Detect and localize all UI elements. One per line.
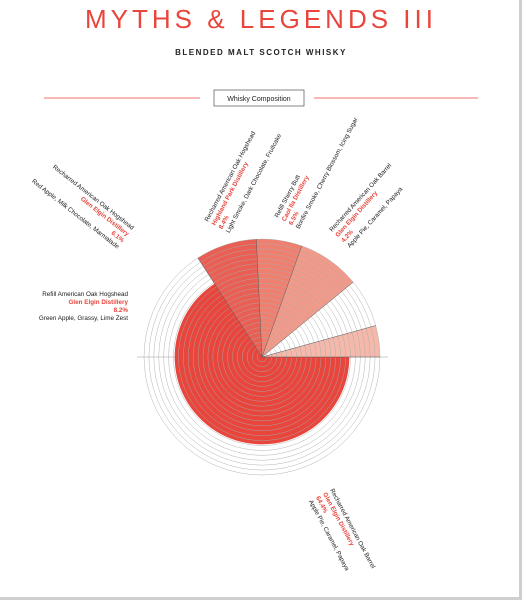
slice-cask: Recharred American Oak Hogshead xyxy=(204,130,258,223)
slice-cask: Recharred American Oak Barrel xyxy=(328,162,393,233)
slice-cask: Recharred American Oak Barrel xyxy=(328,488,376,570)
slice-divider xyxy=(261,245,302,358)
pie-slice xyxy=(197,239,262,357)
page-title: MYTHS & LEGENDS III xyxy=(85,4,437,34)
pie-slice xyxy=(262,282,376,357)
chart-title: Whisky Composition xyxy=(227,96,291,103)
slice-cask: Recharred American Oak Hogshead xyxy=(51,164,135,232)
pie-slice xyxy=(174,283,350,445)
slice-cask: Refill American Oak Hogshead xyxy=(42,291,128,298)
slice-distillery: Glen Elgin Distillery xyxy=(69,299,129,306)
slices-group xyxy=(174,238,380,445)
rings-group xyxy=(143,238,381,476)
pie-slice xyxy=(262,245,354,357)
pie-slice xyxy=(262,325,380,357)
slice-divider xyxy=(197,257,263,358)
chart-title-box xyxy=(213,89,305,107)
slice-notes: Green Apple, Grassy, Lime Zest xyxy=(39,315,128,322)
page-subtitle: BLENDED MALT SCOTCH WHISKY xyxy=(175,48,347,57)
slice-divider xyxy=(261,325,376,358)
slice-value: 8.2% xyxy=(114,307,129,314)
slice-divider xyxy=(261,281,354,358)
slice-divider xyxy=(256,239,263,358)
slice-label: Recharred American Oak HogsheadHighland … xyxy=(204,130,284,234)
